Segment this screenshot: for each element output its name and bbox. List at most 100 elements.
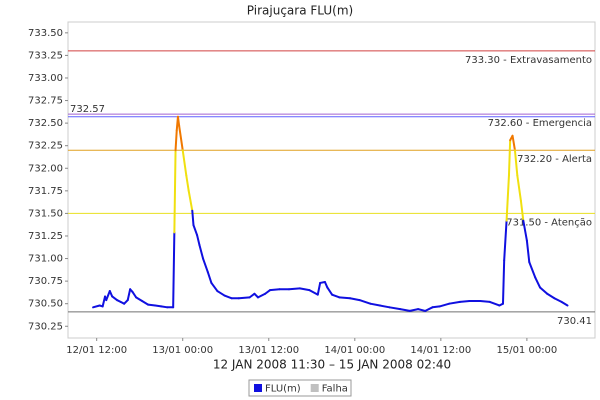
- line-segment: [237, 296, 251, 300]
- chart-subtitle: 12 JAN 2008 11:30 – 15 JAN 2008 02:40: [213, 358, 451, 372]
- line-segment: [546, 292, 556, 300]
- x-tick-label: 14/01 00:00: [324, 345, 385, 356]
- line-segment: [525, 239, 531, 264]
- line-segment: [126, 288, 132, 302]
- line-segment: [438, 302, 451, 308]
- line-segment: [539, 286, 549, 295]
- y-tick-label: 732.75: [28, 96, 63, 107]
- y-tick-label: 731.25: [28, 231, 63, 242]
- line-segment: [131, 290, 138, 299]
- x-tick-label: 14/01 12:00: [410, 345, 471, 356]
- x-tick-label: 13/01 12:00: [238, 345, 299, 356]
- line-segment: [448, 300, 461, 305]
- line-segment: [141, 299, 150, 306]
- line-segment: [358, 299, 372, 305]
- line-segment: [147, 303, 157, 307]
- line-segment: [488, 300, 501, 307]
- line-segment: [308, 289, 319, 296]
- line-segment: [399, 308, 411, 312]
- reference-label: 732.60 - Emergencia: [488, 118, 592, 129]
- line-segment: [338, 296, 352, 300]
- x-tick-label: 12/01 12:00: [66, 345, 127, 356]
- line-segment: [560, 300, 569, 307]
- line-segment: [528, 261, 537, 279]
- line-segment: [516, 174, 522, 202]
- reference-label: 732.57: [70, 104, 105, 115]
- line-segment: [223, 294, 233, 300]
- y-tick-label: 733.00: [28, 73, 63, 84]
- line-segment: [479, 299, 491, 303]
- line-segment: [105, 290, 111, 302]
- line-segment: [326, 286, 334, 296]
- line-segment: [210, 281, 219, 293]
- line-segment: [553, 297, 563, 303]
- line-segment: [172, 231, 176, 309]
- line-segment: [173, 149, 177, 234]
- line-segment: [298, 287, 311, 292]
- legend-swatch: [254, 384, 262, 392]
- legend: [248, 379, 352, 397]
- y-tick-label: 733.50: [28, 28, 63, 39]
- line-segment: [522, 219, 528, 242]
- line-segment: [268, 288, 281, 292]
- y-tick-label: 731.50: [28, 208, 63, 219]
- line-segment: [185, 174, 190, 192]
- y-tick-label: 732.25: [28, 141, 63, 152]
- x-tick-label: 15/01 00:00: [496, 345, 557, 356]
- legend-label: FLU(m): [265, 384, 301, 395]
- line-segment: [349, 297, 361, 302]
- reference-label: 730.41: [557, 316, 592, 327]
- line-segment: [417, 308, 427, 312]
- line-segment: [216, 290, 226, 297]
- line-segment: [505, 174, 510, 222]
- line-segment: [196, 234, 201, 247]
- line-segment: [176, 115, 181, 127]
- line-segment: [331, 293, 341, 299]
- line-segment: [206, 271, 213, 284]
- line-segment: [160, 305, 169, 309]
- line-segment: [519, 199, 525, 222]
- line-segment: [92, 304, 101, 309]
- line-segment: [501, 259, 506, 305]
- line-segment: [198, 244, 205, 260]
- line-segment: [513, 149, 519, 177]
- line-segment: [507, 139, 512, 177]
- line-segment: [378, 304, 391, 309]
- line-segment: [191, 209, 195, 227]
- plot-area: [67, 21, 596, 339]
- line-segment: [534, 276, 542, 289]
- y-tick-label: 732.50: [28, 118, 63, 129]
- reference-label: 731.50 - Atenção: [506, 217, 592, 228]
- line-segment: [202, 257, 209, 274]
- chart-title: Pirajuçara FLU(m): [247, 4, 353, 18]
- line-segment: [288, 287, 301, 291]
- y-tick-label: 730.25: [28, 321, 63, 332]
- y-tick-label: 733.25: [28, 50, 63, 61]
- line-segment: [388, 306, 402, 311]
- line-segment: [178, 124, 184, 152]
- line-segment: [192, 224, 199, 237]
- line-segment: [181, 149, 188, 177]
- y-tick-label: 731.00: [28, 254, 63, 265]
- line-segment: [369, 302, 381, 307]
- line-segment: [174, 129, 178, 152]
- y-tick-label: 732.00: [28, 163, 63, 174]
- line-segment: [408, 308, 420, 312]
- reference-label: 732.20 - Alerta: [517, 154, 592, 165]
- line-segment: [424, 306, 434, 312]
- line-segment: [257, 292, 267, 299]
- line-segment: [458, 299, 471, 303]
- y-tick-label: 731.75: [28, 186, 63, 197]
- legend-swatch: [310, 384, 319, 392]
- line-segment: [135, 296, 144, 302]
- line-segment: [187, 189, 194, 212]
- line-segment: [503, 219, 508, 262]
- line-segment: [431, 305, 441, 309]
- legend-label: Falha: [322, 384, 348, 395]
- line-segment: [316, 281, 322, 296]
- line-segment: [154, 304, 163, 308]
- line-segment: [511, 134, 516, 152]
- y-tick-label: 730.75: [28, 276, 63, 287]
- reference-label: 733.30 - Extravasamento: [465, 55, 592, 66]
